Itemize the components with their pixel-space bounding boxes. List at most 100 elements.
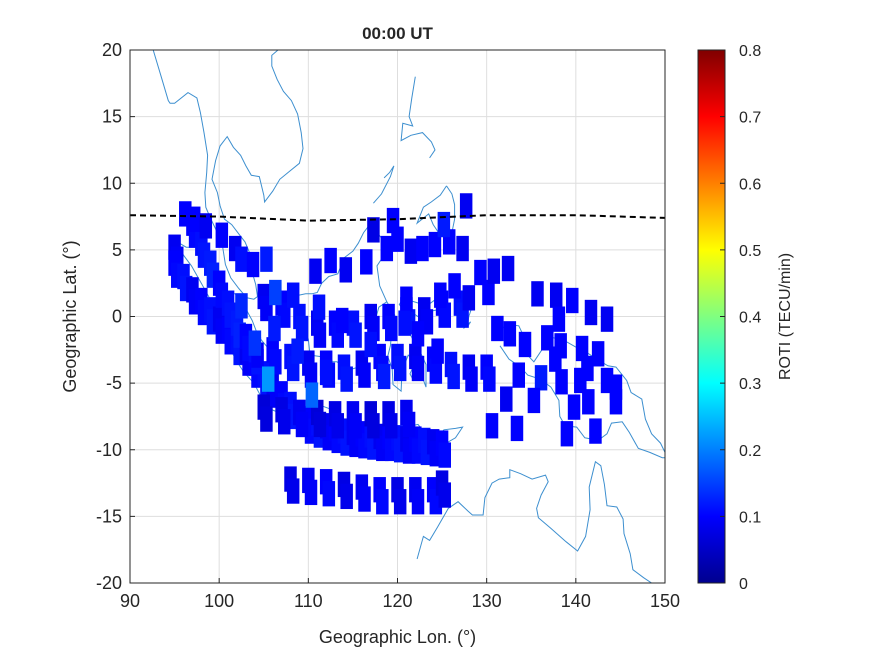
roti-cell (485, 413, 499, 439)
roti-cell (582, 389, 595, 415)
colorbar-label: ROTI (TECU/min) (777, 253, 794, 380)
x-tick-label: 90 (120, 591, 140, 611)
roti-cell (386, 207, 400, 234)
roti-cell (411, 321, 425, 347)
y-tick-label: -5 (106, 373, 122, 393)
roti-cell (431, 338, 444, 364)
roti-cell (591, 341, 605, 367)
roti-cell (531, 281, 544, 307)
roti-band-cell (429, 358, 443, 384)
colorbar-tick-label: 0.5 (739, 243, 761, 260)
roti-cell (512, 362, 526, 388)
colorbar-tick-label: 0 (739, 576, 748, 593)
y-tick-label: -20 (96, 573, 122, 593)
roti-cell (589, 418, 602, 444)
roti-cell (549, 282, 563, 308)
roti-band-cell (393, 489, 407, 515)
roti-band-cell (411, 355, 425, 382)
roti-band-cell (349, 413, 362, 439)
roti-cell (456, 235, 469, 262)
roti-band-cell (304, 362, 318, 388)
roti-band-cell (260, 406, 273, 432)
roti-cell (575, 335, 589, 362)
roti-band-cell (349, 322, 362, 348)
roti-cell (309, 258, 322, 284)
roti-cell (534, 365, 548, 391)
roti-band-cell (295, 315, 309, 342)
roti-band-cell (447, 363, 460, 390)
coastline (416, 460, 652, 583)
roti-cell (491, 315, 504, 342)
roti-cell (552, 306, 566, 332)
roti-band-cell (313, 322, 327, 348)
roti-cell (474, 259, 487, 286)
x-tick-label: 140 (561, 591, 591, 611)
roti-cell (566, 287, 579, 314)
roti-band-cell (483, 366, 496, 392)
roti-cell (437, 211, 451, 238)
roti-cell (510, 415, 524, 442)
roti-cell (482, 279, 495, 306)
roti-cell (555, 369, 568, 395)
colorbar-tick-label: 0.7 (739, 110, 761, 127)
x-tick-label: 120 (382, 591, 412, 611)
roti-band-cell (340, 366, 353, 392)
roti-band-cell (358, 486, 371, 512)
roti-cell (398, 310, 411, 336)
roti-band-cell (385, 315, 398, 342)
roti-cell (503, 321, 517, 347)
colorbar-ticks: 0 0.1 0.2 0.3 0.4 0.5 0.6 0.7 0.8 (720, 43, 761, 593)
x-tick-label: 130 (472, 591, 502, 611)
roti-cell (380, 235, 394, 262)
coastline (415, 185, 456, 239)
roti-cell (367, 217, 380, 243)
roti-band-cell (393, 355, 407, 382)
x-tick-label: 110 (294, 591, 323, 611)
roti-band-cell (402, 411, 416, 438)
coastline (400, 76, 436, 159)
chart-title: 00:00 UT (362, 24, 433, 43)
roti-band-cell (331, 413, 344, 439)
roti-band-cell (295, 411, 309, 438)
roti-cell (416, 235, 429, 262)
roti-cell (560, 421, 574, 447)
roti-cell (335, 307, 349, 334)
roti-cell (246, 251, 260, 278)
roti-band-cell (278, 302, 291, 328)
y-tick-label: 10 (102, 173, 122, 193)
coastline (373, 165, 395, 204)
colorbar-tick-label: 0.1 (739, 509, 761, 526)
x-tick-label: 150 (650, 591, 680, 611)
roti-cell (319, 359, 333, 386)
roti-cell (501, 255, 515, 282)
roti-cell (187, 206, 201, 232)
roti-band-cell (438, 482, 451, 508)
roti-band-cell (358, 362, 371, 388)
y-axis-label: Geographic Lat. (°) (60, 240, 80, 392)
roti-cell (584, 299, 598, 326)
roti-cell (462, 285, 476, 311)
y-tick-label: -10 (96, 440, 122, 460)
roti-cell (215, 222, 229, 248)
roti-cell (434, 282, 447, 308)
roti-cell (377, 363, 391, 390)
y-tick-label: 15 (102, 107, 122, 127)
roti-band-cell (367, 413, 380, 439)
roti-cell (291, 338, 304, 364)
roti-band-cell (286, 478, 300, 504)
roti-cell (324, 247, 337, 274)
roti-band-cell (411, 489, 425, 515)
y-tick-label: 5 (112, 240, 122, 260)
roti-band-cell (278, 409, 291, 435)
roti-band-cell (322, 481, 336, 507)
roti-cell (260, 246, 273, 272)
roti-cell (364, 331, 377, 358)
y-tick-label: 20 (102, 40, 122, 60)
roti-cell (305, 382, 319, 408)
coastline (152, 50, 304, 300)
roti-cell (286, 282, 300, 308)
roti-band-cell (304, 479, 318, 506)
roti-cell (360, 249, 373, 275)
